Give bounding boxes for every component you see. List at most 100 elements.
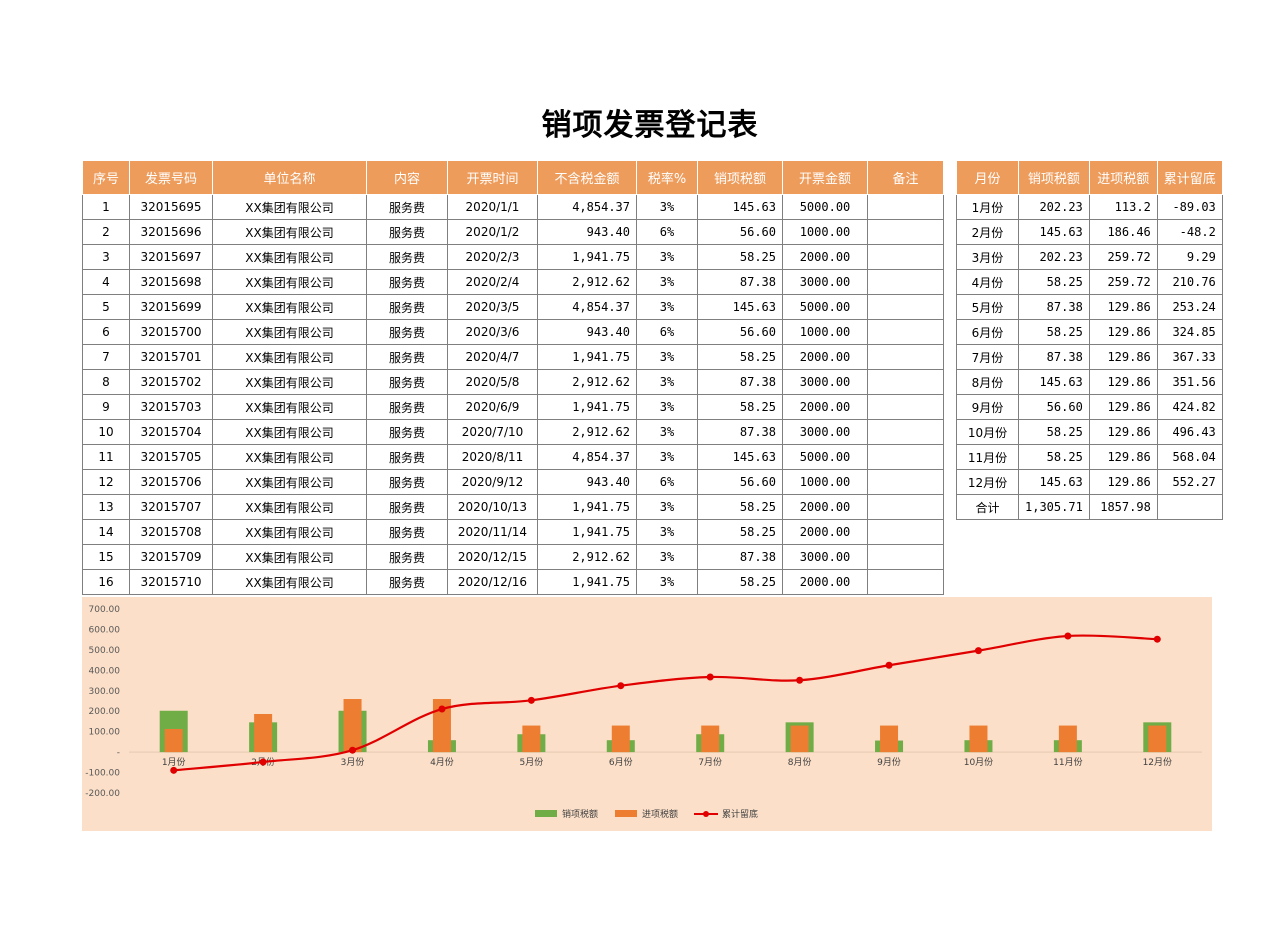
- invoice-cell: 1,941.75: [537, 244, 637, 270]
- invoice-cell: 58.25: [697, 569, 783, 595]
- invoice-cell: 服务费: [366, 219, 448, 245]
- invoice-cell: 1000.00: [782, 319, 868, 345]
- invoice-cell: [867, 244, 944, 270]
- table-row: 2 32015696 XX集团有限公司 服务费 2020/1/2 943.40 6% 56.6…: [82, 219, 944, 245]
- invoice-cell: 2020/1/1: [447, 194, 538, 220]
- invoice-cell: [867, 569, 944, 595]
- invoice-cell: 87.38: [697, 544, 783, 570]
- summary-cell: 1857.98: [1088, 494, 1158, 520]
- table-row: 7月份 87.38 129.86 367.33: [956, 344, 1223, 370]
- summary-cell: 1月份: [956, 194, 1019, 220]
- invoice-cell: [867, 344, 944, 370]
- invoice-cell: 2020/4/7: [447, 344, 538, 370]
- y-tick-label: -100.00: [85, 769, 120, 779]
- invoice-header-cell: 备注: [867, 160, 944, 195]
- table-row: 5月份 87.38 129.86 253.24: [956, 294, 1223, 320]
- invoice-header-cell: 单位名称: [212, 160, 367, 195]
- summary-cell: 合计: [956, 494, 1019, 520]
- invoice-cell: 6%: [636, 219, 698, 245]
- x-tick-label: 10月份: [964, 756, 993, 768]
- summary-cell: 202.23: [1018, 194, 1090, 220]
- table-row: 15 32015709 XX集团有限公司 服务费 2020/12/15 2,912.62 3…: [82, 544, 944, 570]
- invoice-cell: 58.25: [697, 344, 783, 370]
- y-tick-label: 400.00: [89, 666, 121, 676]
- invoice-cell: 58.25: [697, 494, 783, 520]
- summary-cell: 10月份: [956, 419, 1019, 445]
- invoice-cell: 3%: [636, 194, 698, 220]
- y-tick-label: 700.00: [89, 605, 121, 615]
- invoice-cell: XX集团有限公司: [212, 344, 367, 370]
- summary-cell: 5月份: [956, 294, 1019, 320]
- bar-input-tax: [522, 725, 541, 753]
- x-tick-label: 7月份: [698, 756, 722, 768]
- table-row: 3月份 202.23 259.72 9.29: [956, 244, 1223, 270]
- bar-input-tax: [1058, 725, 1077, 753]
- summary-cell: 145.63: [1018, 369, 1090, 395]
- summary-cell: 3月份: [956, 244, 1019, 270]
- bar-input-tax: [701, 725, 720, 753]
- invoice-cell: 2,912.62: [537, 369, 637, 395]
- table-row: 8 32015702 XX集团有限公司 服务费 2020/5/8 2,912.62 3% 87…: [82, 369, 944, 395]
- summary-cell: 145.63: [1018, 219, 1090, 245]
- summary-cell: 58.25: [1018, 269, 1090, 295]
- cumulative-point: [1153, 635, 1161, 643]
- legend-label-sales: 销项税额: [562, 808, 598, 820]
- summary-cell: 210.76: [1156, 269, 1223, 295]
- table-row: 10 32015704 XX集团有限公司 服务费 2020/7/10 2,912.62 3%…: [82, 419, 944, 445]
- invoice-cell: 3%: [636, 294, 698, 320]
- summary-cell: 259.72: [1088, 269, 1158, 295]
- invoice-cell: 1000.00: [782, 219, 868, 245]
- invoice-cell: 3%: [636, 244, 698, 270]
- summary-cell: 7月份: [956, 344, 1019, 370]
- invoice-cell: 3%: [636, 494, 698, 520]
- invoice-cell: 2000.00: [782, 344, 868, 370]
- x-tick-label: 6月份: [609, 756, 633, 768]
- bar-input-tax: [1148, 725, 1167, 753]
- legend-swatch-sales: [535, 810, 557, 817]
- invoice-table-header: 序号 发票号码 单位名称 内容 开票时间 不含税金额 税率% 销项税额 开票金额 备注: [82, 160, 944, 195]
- invoice-cell: XX集团有限公司: [212, 294, 367, 320]
- invoice-cell: 16: [82, 569, 130, 595]
- table-row: 1月份 202.23 113.2 -89.03: [956, 194, 1223, 220]
- cumulative-point: [170, 766, 178, 774]
- summary-cell: 4月份: [956, 269, 1019, 295]
- invoice-cell: 3%: [636, 269, 698, 295]
- invoice-cell: 3%: [636, 519, 698, 545]
- summary-cell: 9月份: [956, 394, 1019, 420]
- invoice-cell: 10: [82, 419, 130, 445]
- invoice-cell: 2000.00: [782, 244, 868, 270]
- bar-input-tax: [343, 699, 362, 753]
- invoice-cell: 145.63: [697, 444, 783, 470]
- x-tick-label: 12月份: [1143, 756, 1172, 768]
- invoice-cell: XX集团有限公司: [212, 194, 367, 220]
- invoice-cell: XX集团有限公司: [212, 419, 367, 445]
- invoice-cell: 3%: [636, 369, 698, 395]
- cumulative-point: [527, 696, 535, 704]
- invoice-cell: XX集团有限公司: [212, 269, 367, 295]
- summary-cell: 496.43: [1156, 419, 1223, 445]
- invoice-cell: 56.60: [697, 219, 783, 245]
- invoice-cell: 943.40: [537, 319, 637, 345]
- summary-cell: 129.86: [1088, 469, 1158, 495]
- invoice-cell: 58.25: [697, 519, 783, 545]
- summary-cell: 6月份: [956, 319, 1019, 345]
- invoice-cell: 87.38: [697, 419, 783, 445]
- cumulative-point: [885, 661, 893, 669]
- table-row: 12月份 145.63 129.86 552.27: [956, 469, 1223, 495]
- invoice-cell: 服务费: [366, 294, 448, 320]
- x-tick-label: 1月份: [162, 756, 186, 768]
- cumulative-point: [349, 746, 357, 754]
- summary-cell: 367.33: [1156, 344, 1223, 370]
- summary-cell: 568.04: [1156, 444, 1223, 470]
- invoice-cell: 2000.00: [782, 494, 868, 520]
- invoice-table: 序号 发票号码 单位名称 内容 开票时间 不含税金额 税率% 销项税额 开票金额 备注 1 3201…: [82, 160, 944, 595]
- invoice-cell: 1: [82, 194, 130, 220]
- summary-cell: 12月份: [956, 469, 1019, 495]
- summary-cell: 186.46: [1088, 219, 1158, 245]
- table-row: 1 32015695 XX集团有限公司 服务费 2020/1/1 4,854.37 3% 14…: [82, 194, 944, 220]
- invoice-cell: 2020/3/5: [447, 294, 538, 320]
- cumulative-line: [173, 634, 1158, 772]
- summary-cell: 424.82: [1156, 394, 1223, 420]
- legend-label-input: 进项税额: [642, 808, 678, 820]
- table-row: 4 32015698 XX集团有限公司 服务费 2020/2/4 2,912.62 3% 87…: [82, 269, 944, 295]
